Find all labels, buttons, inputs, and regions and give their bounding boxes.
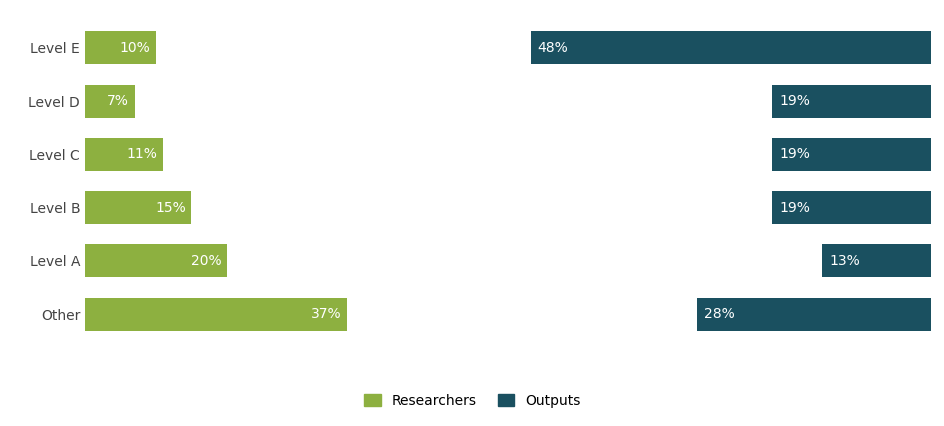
Text: 20%: 20%	[191, 254, 221, 268]
Bar	[85, 191, 191, 224]
Bar	[85, 245, 227, 277]
Bar	[85, 298, 346, 331]
Text: 11%: 11%	[126, 147, 157, 161]
Text: 7%: 7%	[107, 94, 128, 108]
Bar	[771, 191, 930, 224]
Text: 19%: 19%	[779, 201, 809, 215]
Text: 37%: 37%	[311, 307, 342, 321]
Legend: Researchers, Outputs: Researchers, Outputs	[357, 387, 587, 415]
Text: 28%: 28%	[703, 307, 734, 321]
Bar	[85, 85, 134, 118]
Bar	[85, 32, 156, 64]
Text: 19%: 19%	[779, 94, 809, 108]
Bar	[85, 138, 162, 171]
Text: 15%: 15%	[155, 201, 185, 215]
Bar	[771, 138, 930, 171]
Bar	[697, 298, 930, 331]
Text: 19%: 19%	[779, 147, 809, 161]
Text: 10%: 10%	[119, 41, 150, 55]
Bar	[531, 32, 930, 64]
Text: 48%: 48%	[537, 41, 567, 55]
Text: 13%: 13%	[828, 254, 859, 268]
Bar	[771, 85, 930, 118]
Bar	[821, 245, 930, 277]
